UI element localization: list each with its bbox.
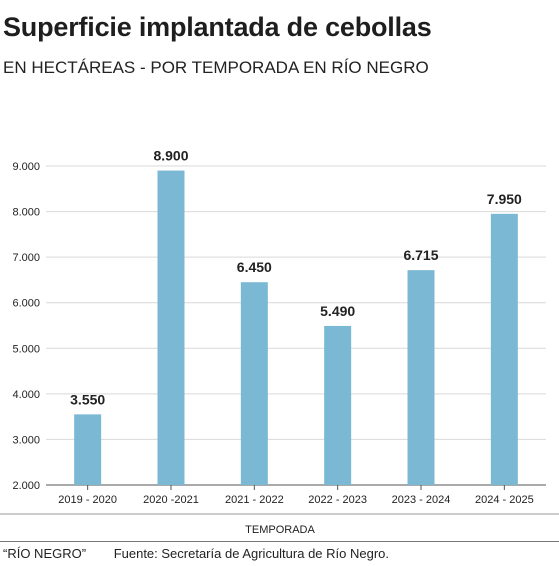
x-tick-label: 2022 - 2023 [308,494,367,506]
bar-chart: 2.000 3.000 4.000 5.000 6.000 7.000 8.000 9.000… [0,148,559,536]
x-tick-label: 2024 - 2025 [475,494,534,506]
y-tick-label: 8.000 [12,207,40,219]
bar [157,170,185,486]
bar [490,213,518,485]
footer-source: Fuente: Secretaría de Agricultura de Río… [113,546,390,561]
chart-title: Superficie implantada de cebollas [3,12,432,42]
y-tick-label: 5.000 [12,343,40,355]
y-tick-label: 6.000 [12,298,40,310]
data-label: 5.490 [320,303,355,319]
data-label: 7.950 [487,191,522,207]
bar [407,270,435,485]
bar [324,325,352,485]
x-tick-label: 2021 - 2022 [225,494,284,506]
data-label: 6.450 [237,259,272,275]
bar [240,282,268,485]
y-tick-label: 3.000 [12,434,40,446]
bar [74,414,102,485]
y-tick-label: 7.000 [12,252,40,264]
data-label: 8.900 [153,148,188,164]
x-tick-label: 2020 -2021 [143,494,199,506]
chart-subtitle: EN HECTÁREAS - POR TEMPORADA EN RÍO NEGR… [3,58,429,77]
x-axis-title: TEMPORADA [245,524,315,536]
x-tick-label: 2019 - 2020 [58,494,117,506]
y-tick-label: 9.000 [12,161,40,173]
data-label: 3.550 [70,391,105,407]
footer-divider [0,541,559,542]
y-tick-label: 4.000 [12,389,40,401]
chart-footer: “RÍO NEGRO” Fuente: Secretaría de Agricu… [3,546,389,561]
y-tick-label: 2.000 [12,480,40,492]
data-label: 6.715 [403,247,438,263]
footer-credit: “RÍO NEGRO” [3,546,87,561]
x-tick-label: 2023 - 2024 [392,494,451,506]
